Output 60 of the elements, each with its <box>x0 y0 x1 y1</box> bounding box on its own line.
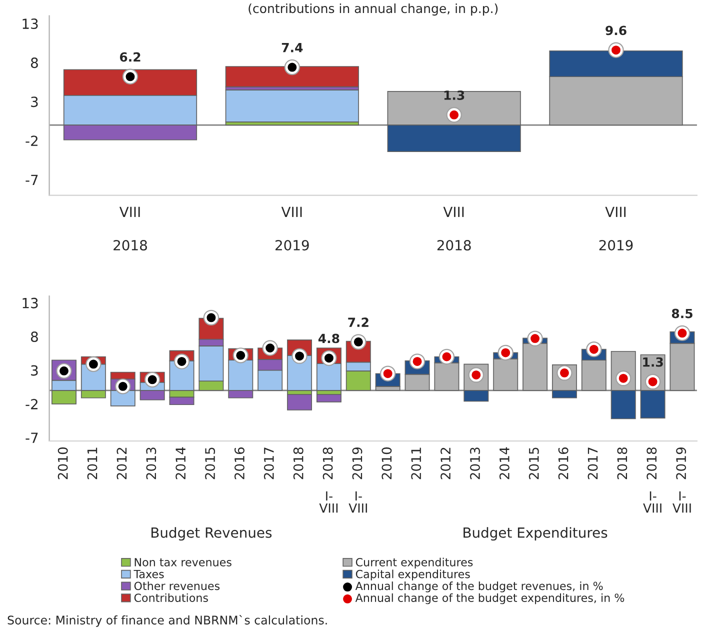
y-tick-label: -7 <box>26 432 38 443</box>
legend-label: Capital expenditures <box>356 570 470 580</box>
x-tick-label: 2019 I- VIII <box>348 447 367 513</box>
x-tick-label: 2015 <box>205 448 216 480</box>
data-label: 7.4 <box>282 43 303 52</box>
category-label: VIII 2019 <box>276 206 309 250</box>
x-tick-label: 2012 <box>116 448 127 480</box>
y-tick-label: -7 <box>26 174 38 185</box>
x-tick-label: 2012 <box>440 448 451 480</box>
x-tick-label: 2019 I- VIII <box>672 447 691 513</box>
y-tick-label: 3 <box>31 365 38 376</box>
legend-label: Annual change of the budget revenues, in % <box>355 582 603 592</box>
source-note: Source: Ministry of finance and NBRNM`s calculations. <box>8 614 327 627</box>
x-tick-label: 2011 <box>411 448 422 480</box>
y-tick-label: 3 <box>31 96 38 108</box>
category-label: VIII 2018 <box>114 206 147 250</box>
x-tick-label: 2013 <box>470 448 480 480</box>
y-tick-label: 8 <box>30 58 38 68</box>
bar <box>287 394 312 410</box>
category-label: VIII 2019 <box>599 206 633 250</box>
x-tick-label: 2016 <box>234 447 244 480</box>
data-label: 9.6 <box>606 26 626 36</box>
x-tick-label: 2015 <box>528 448 539 480</box>
data-label: 1.3 <box>444 90 464 100</box>
y-tick-label: 13 <box>22 298 38 308</box>
x-tick-label: 2018 <box>293 447 304 480</box>
x-tick-label: 2014 <box>176 447 186 480</box>
x-tick-label: 2010 <box>58 447 68 480</box>
bar <box>225 89 359 122</box>
legend-label: Other revenues <box>134 582 220 590</box>
bar <box>316 394 342 402</box>
data-label: 4.8 <box>318 334 340 344</box>
legend-label: Annual change of the budget expenditures, in % <box>355 593 624 604</box>
y-tick-label: -2 <box>26 136 38 146</box>
data-label: 7.2 <box>348 318 368 327</box>
chart-subtitle: (contributions in annual change, in p.p.) <box>248 3 498 16</box>
y-tick-label: -2 <box>26 398 38 410</box>
x-tick-label: 2016 <box>558 447 568 480</box>
x-tick-label: 2010 <box>382 447 392 480</box>
x-tick-label: 2014 <box>499 447 510 480</box>
data-label: 1.3 <box>643 357 663 367</box>
x-tick-label: 2017 <box>264 448 274 480</box>
bar <box>225 66 359 88</box>
legend-label: Current expenditures <box>356 558 473 569</box>
text: Budget Expenditures <box>464 527 608 541</box>
data-label: 6.2 <box>120 52 140 62</box>
data-label: 8.5 <box>672 308 692 318</box>
text: Budget Revenues <box>152 527 272 541</box>
y-tick-label: 13 <box>22 18 38 30</box>
x-tick-label: 2018 I- VIII <box>643 447 662 513</box>
y-tick-label: 8 <box>30 332 38 342</box>
x-tick-label: 2018 <box>617 447 628 480</box>
x-tick-label: 2017 <box>588 448 598 480</box>
legend-label: Contributions <box>134 593 208 602</box>
x-tick-label: 2018 I- VIII <box>319 447 338 513</box>
x-tick-label: 2011 <box>87 448 98 480</box>
legend-label: Taxes <box>134 570 164 578</box>
category-label: VIII 2018 <box>437 206 471 250</box>
x-tick-label: 2013 <box>146 448 156 480</box>
legend-label: Non tax revenues <box>134 558 232 566</box>
